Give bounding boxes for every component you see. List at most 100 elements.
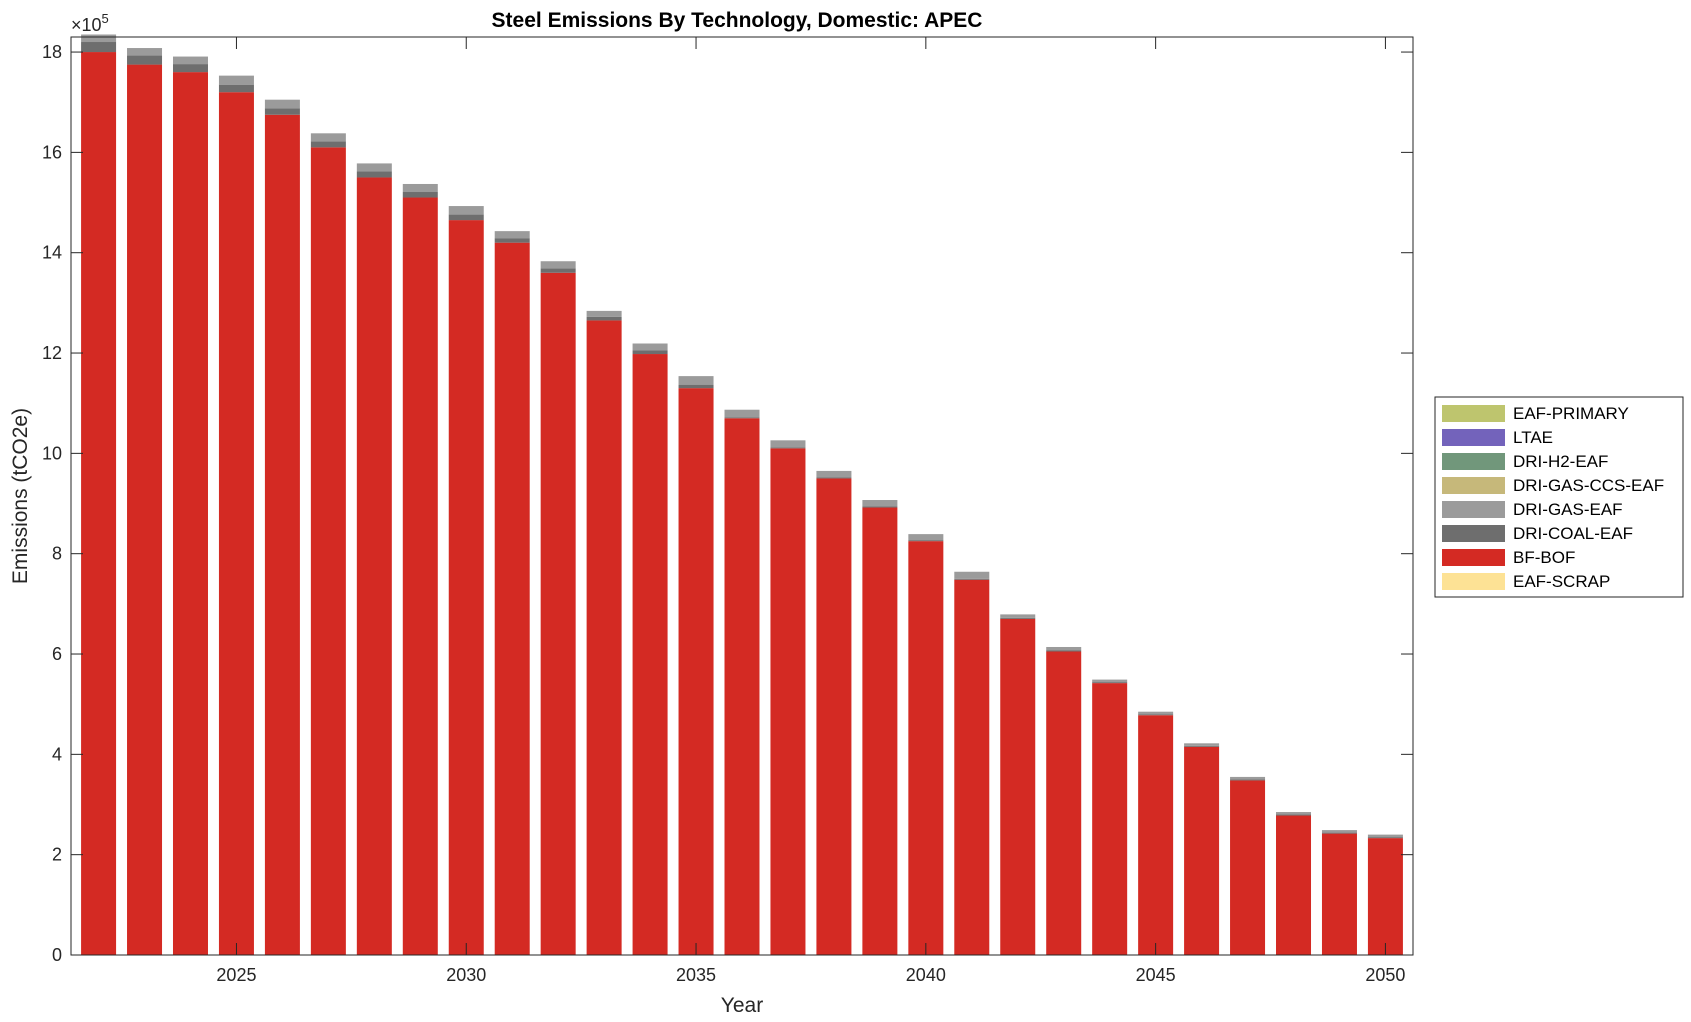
bar-bf-bof-2042	[1000, 618, 1036, 955]
bar-bf-bof-2040	[908, 541, 944, 955]
legend-swatch-dri-gas-eaf	[1442, 501, 1505, 518]
bar-dri-gas-eaf-2045	[1138, 711, 1174, 715]
bar-dri-coal-eaf-2037	[770, 447, 806, 449]
bar-dri-coal-eaf-2049	[1321, 832, 1357, 834]
bar-dri-gas-eaf-2049	[1321, 830, 1357, 833]
bar-dri-gas-eaf-2034	[632, 343, 668, 351]
bar-dri-gas-eaf-2038	[816, 470, 852, 478]
bar-dri-coal-eaf-2026	[264, 108, 300, 115]
bar-dri-coal-eaf-2032	[540, 268, 576, 273]
bar-bf-bof-2044	[1092, 683, 1128, 955]
bar-bf-bof-2041	[954, 579, 990, 955]
bar-dri-coal-eaf-2029	[402, 192, 438, 198]
bar-bf-bof-2028	[356, 177, 392, 955]
bar-dri-coal-eaf-2033	[586, 316, 622, 321]
bar-dri-gas-eaf-2033	[586, 310, 622, 317]
bar-bf-bof-2022	[81, 52, 117, 956]
legend-label-dri-h2-eaf: DRI-H2-EAF	[1513, 452, 1608, 471]
bar-dri-coal-eaf-2023	[127, 55, 163, 65]
legend-swatch-dri-coal-eaf	[1442, 525, 1505, 542]
bar-bf-bof-2038	[816, 478, 852, 955]
chart-title: Steel Emissions By Technology, Domestic:…	[492, 9, 983, 32]
bar-dri-coal-eaf-2025	[218, 84, 254, 93]
legend-swatch-dri-h2-eaf	[1442, 453, 1505, 470]
bar-dri-gas-eaf-2036	[724, 409, 760, 418]
bar-bf-bof-2035	[678, 388, 714, 955]
bar-dri-gas-eaf-2022	[81, 34, 117, 43]
bar-dri-gas-eaf-2026	[264, 99, 300, 109]
bar-bf-bof-2037	[770, 448, 806, 955]
bar-dri-coal-eaf-2024	[172, 64, 208, 73]
bar-bf-bof-2024	[172, 72, 208, 956]
bars-layer	[81, 34, 1403, 956]
bar-dri-coal-eaf-2031	[494, 238, 530, 243]
x-axis: 2025 2030 2035 2040 2045 2050	[216, 37, 1405, 985]
bar-bf-bof-2048	[1276, 815, 1312, 955]
legend-swatch-eaf-scrap	[1442, 573, 1505, 590]
bar-bf-bof-2043	[1046, 651, 1082, 955]
y-tick-label: 16	[42, 142, 62, 162]
bar-dri-coal-eaf-2042	[1000, 617, 1036, 619]
bar-dri-coal-eaf-2044	[1092, 682, 1128, 684]
y-tick-label: 6	[52, 644, 62, 664]
x-tick-label: 2025	[216, 965, 256, 985]
bar-dri-gas-eaf-2025	[218, 75, 254, 85]
bar-bf-bof-2036	[724, 418, 760, 955]
legend-label-eaf-scrap: EAF-SCRAP	[1513, 572, 1610, 591]
x-tick-label: 2050	[1365, 965, 1405, 985]
legend: EAF-PRIMARY LTAE DRI-H2-EAF DRI-GAS-CCS-EAF…	[1434, 396, 1684, 598]
bar-dri-gas-eaf-2047	[1230, 776, 1266, 780]
legend-swatch-ltae	[1442, 429, 1505, 446]
bar-dri-coal-eaf-2038	[816, 477, 852, 479]
y-tick-label: 10	[42, 443, 62, 463]
bar-dri-coal-eaf-2027	[310, 141, 346, 148]
x-tick-label: 2030	[446, 965, 486, 985]
bar-bf-bof-2039	[862, 507, 898, 955]
legend-label-bf-bof: BF-BOF	[1513, 548, 1575, 567]
bar-dri-coal-eaf-2028	[356, 171, 392, 178]
bar-bf-bof-2033	[586, 320, 622, 955]
bar-dri-gas-eaf-2032	[540, 261, 576, 269]
bar-dri-gas-eaf-2044	[1092, 679, 1128, 683]
bar-dri-coal-eaf-2034	[632, 350, 668, 355]
legend-box	[1434, 396, 1684, 598]
bar-bf-bof-2025	[218, 92, 254, 956]
legend-label-dri-gas-ccs-eaf: DRI-GAS-CCS-EAF	[1513, 476, 1664, 495]
bar-dri-gas-eaf-2037	[770, 440, 806, 448]
bar-dri-coal-eaf-2039	[862, 506, 898, 508]
bar-dri-coal-eaf-2022	[81, 42, 117, 53]
bar-bf-bof-2047	[1230, 780, 1266, 955]
bar-bf-bof-2045	[1138, 715, 1174, 955]
bar-bf-bof-2031	[494, 242, 530, 956]
bar-dri-gas-eaf-2040	[908, 534, 944, 541]
bar-dri-coal-eaf-2041	[954, 578, 990, 580]
legend-swatch-eaf-primary	[1442, 405, 1505, 422]
legend-swatch-bf-bof	[1442, 549, 1505, 566]
legend-label-eaf-primary: EAF-PRIMARY	[1513, 404, 1629, 423]
bar-dri-coal-eaf-2045	[1138, 714, 1174, 716]
bar-dri-coal-eaf-2035	[678, 384, 714, 389]
bar-dri-gas-eaf-2046	[1184, 743, 1220, 746]
legend-label-dri-coal-eaf: DRI-COAL-EAF	[1513, 524, 1633, 543]
x-axis-label: Year	[721, 994, 763, 1017]
bar-bf-bof-2050	[1367, 838, 1403, 955]
bar-dri-gas-eaf-2050	[1367, 834, 1403, 838]
y-tick-label: 2	[52, 845, 62, 865]
bar-bf-bof-2032	[540, 272, 576, 955]
bar-dri-coal-eaf-2046	[1184, 745, 1220, 747]
plot-area-frame	[70, 36, 1414, 956]
y-tick-label: 18	[42, 42, 62, 62]
y-tick-label: 8	[52, 544, 62, 564]
bar-dri-gas-eaf-2024	[172, 56, 208, 65]
x-tick-label: 2045	[1136, 965, 1176, 985]
bar-dri-coal-eaf-2036	[724, 417, 760, 419]
bar-bf-bof-2026	[264, 114, 300, 955]
bar-dri-gas-eaf-2023	[127, 48, 163, 56]
y-tick-label: 14	[42, 243, 62, 263]
bar-dri-coal-eaf-2043	[1046, 650, 1082, 652]
bar-bf-bof-2034	[632, 354, 668, 955]
bar-dri-coal-eaf-2040	[908, 540, 944, 542]
bar-bf-bof-2046	[1184, 746, 1220, 955]
bar-bf-bof-2023	[127, 64, 163, 956]
bar-dri-gas-eaf-2027	[310, 133, 346, 142]
